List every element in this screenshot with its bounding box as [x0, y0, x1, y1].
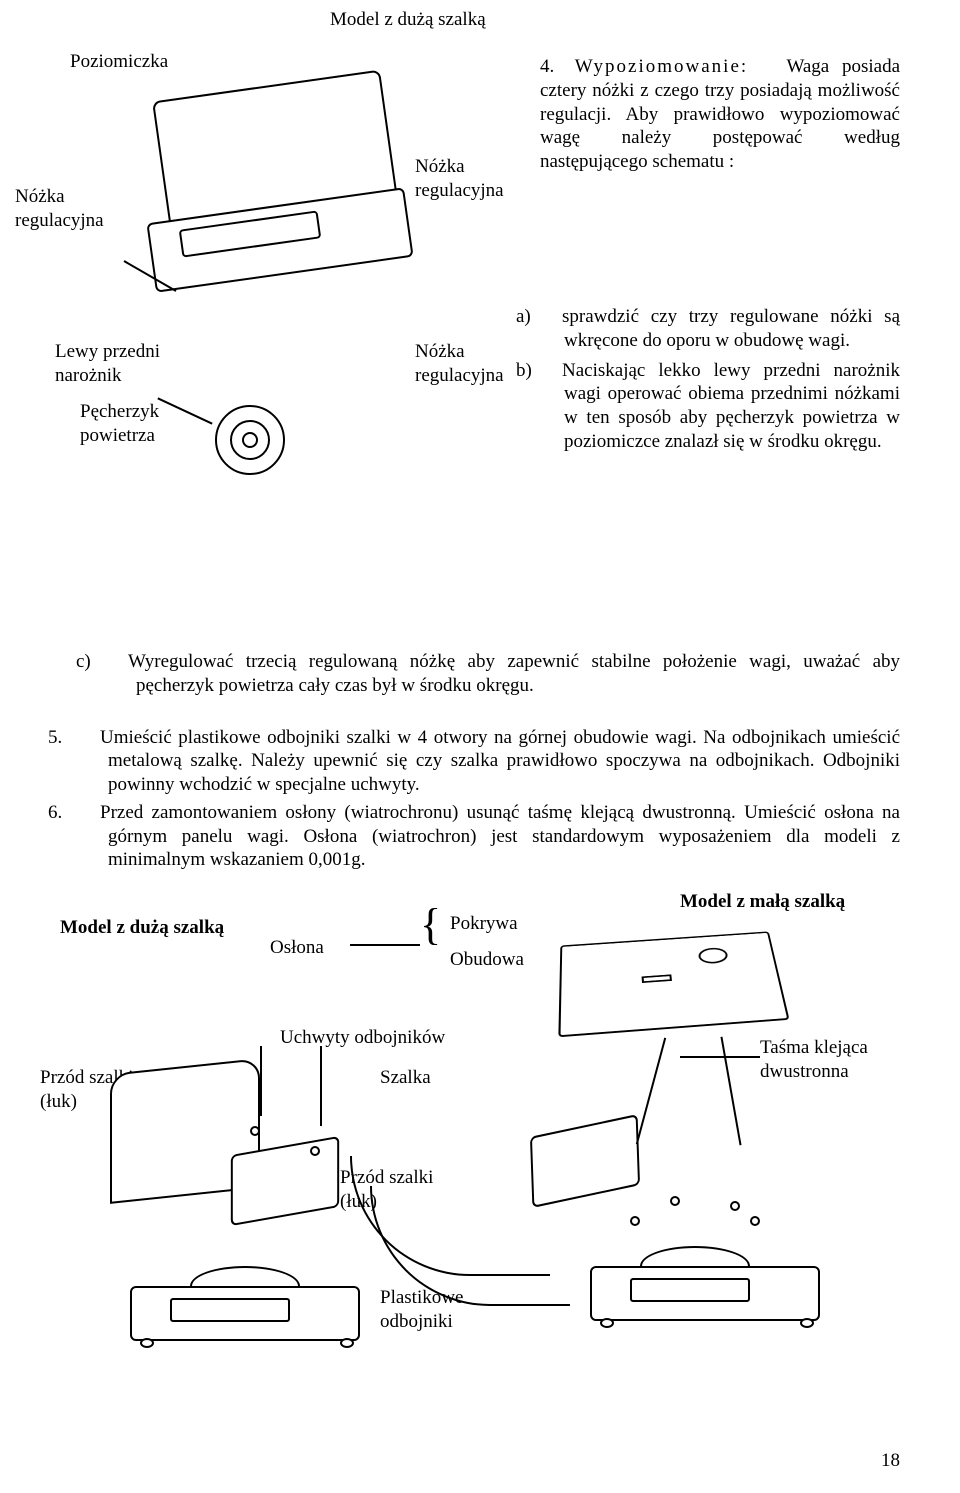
- section5-text: Umieścić plastikowe odbojniki szalki w 4…: [100, 727, 900, 796]
- brace-icon: {: [420, 910, 441, 941]
- label-pecherzyk: Pęcherzyk powietrza: [80, 400, 159, 448]
- label-model-duza: Model z dużą szalką: [60, 916, 224, 940]
- section4-c-label: c): [106, 650, 128, 674]
- body-text: c)Wyregulować trzecią regulowaną nóżkę a…: [60, 650, 900, 872]
- label-nozka-left: Nóżka regulacyjna: [15, 185, 104, 233]
- label-model-mala: Model z małą szalką: [680, 890, 845, 914]
- figure1-bubble-drawing: [180, 370, 320, 510]
- page-number: 18: [881, 1449, 900, 1473]
- section4-heading-word: Wypoziomowanie:: [575, 56, 748, 77]
- label-lewy-przedni: Lewy przedni narożnik: [55, 340, 160, 388]
- section4-c-text: Wyregulować trzecią regulowaną nóżkę aby…: [128, 651, 900, 696]
- label-uchwyty: Uchwyty odbojników: [280, 1026, 445, 1050]
- figure1-title: Model z dużą szalką: [330, 8, 486, 32]
- section5-number: 5.: [78, 726, 100, 750]
- label-tasma: Taśma klejąca dwustronna: [760, 1036, 868, 1084]
- section4-number: 4.: [540, 55, 562, 79]
- figure2-cover-drawing: [558, 931, 789, 1037]
- section6-number: 6.: [78, 801, 100, 825]
- label-oslona: Osłona: [270, 936, 324, 960]
- label-obudowa: Obudowa: [450, 948, 524, 972]
- section4-b-label: b): [540, 359, 562, 383]
- label-nozka-right2: Nóżka regulacyjna: [415, 340, 504, 388]
- section6-text: Przed zamontowaniem osłony (wiatrochronu…: [100, 802, 900, 871]
- section4-b-text: Naciskając lekko lewy przedni narożnik w…: [562, 360, 900, 452]
- figure2-right-scale: [530, 1096, 850, 1376]
- figure1-scale-drawing: [130, 65, 430, 325]
- label-pokrywa: Pokrywa: [450, 912, 518, 936]
- section4-ab-list: a)sprawdzić czy trzy regulowane nóżki są…: [540, 305, 900, 460]
- figure2-area: Model z dużą szalką Model z małą szalką …: [60, 896, 900, 1456]
- section4-a-text: sprawdzić czy trzy regulowane nóżki są w…: [562, 306, 900, 351]
- section4-a-label: a): [540, 305, 562, 329]
- section4-intro: 4. Wypoziomowanie: Waga posiada cztery n…: [540, 55, 900, 180]
